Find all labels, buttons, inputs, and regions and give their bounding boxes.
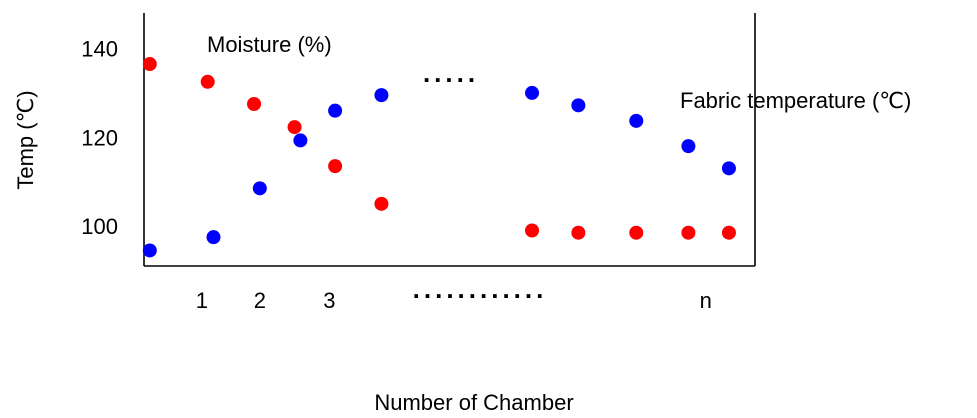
fabric-temperature-point: [525, 85, 540, 100]
moisture-point: [721, 225, 736, 240]
fabric-temperature-point: [206, 230, 221, 245]
x-axis-title: Number of Chamber: [374, 390, 573, 415]
x-tick-label: 1: [196, 288, 208, 313]
x-tick-label: n: [700, 288, 712, 313]
gap-ellipsis: .....: [423, 58, 479, 88]
moisture-point: [374, 196, 389, 211]
y-axis-title: Temp (℃): [13, 90, 38, 189]
fabric-temperature-point: [629, 113, 644, 128]
moisture-point: [571, 225, 586, 240]
fabric-temperature-point: [252, 181, 267, 196]
fabric-temperature-point: [571, 98, 586, 113]
moisture-point: [247, 96, 262, 111]
fabric-temperature-point: [374, 88, 389, 103]
moisture-point: [200, 74, 215, 89]
moisture-point: [525, 223, 540, 238]
fabric-temperature-point: [681, 139, 696, 154]
fabric-temperature-point: [721, 161, 736, 176]
y-tick-label: 100: [81, 214, 118, 239]
moisture-point: [629, 225, 644, 240]
y-tick-label: 120: [81, 125, 118, 150]
series-label-moisture: Moisture (%): [207, 32, 332, 57]
moisture-point: [142, 57, 157, 72]
moisture-point: [681, 225, 696, 240]
fabric-temperature-point: [328, 103, 343, 118]
data-points: [142, 57, 736, 258]
moisture-point: [287, 120, 302, 135]
x-tick-label: 2: [254, 288, 266, 313]
fabric-temperature-point: [293, 133, 308, 148]
fabric-temperature-point: [142, 243, 157, 258]
x-tick-labels: 1 2 3 n: [196, 288, 712, 313]
moisture-point: [328, 159, 343, 174]
series-label-fabric-temperature: Fabric temperature (℃): [680, 88, 911, 113]
x-tick-label: 3: [323, 288, 335, 313]
y-tick-labels: 100 120 140: [81, 37, 118, 240]
plot-frame: [143, 13, 756, 267]
x-axis-ellipsis: ............: [413, 274, 548, 304]
y-tick-label: 140: [81, 37, 118, 62]
